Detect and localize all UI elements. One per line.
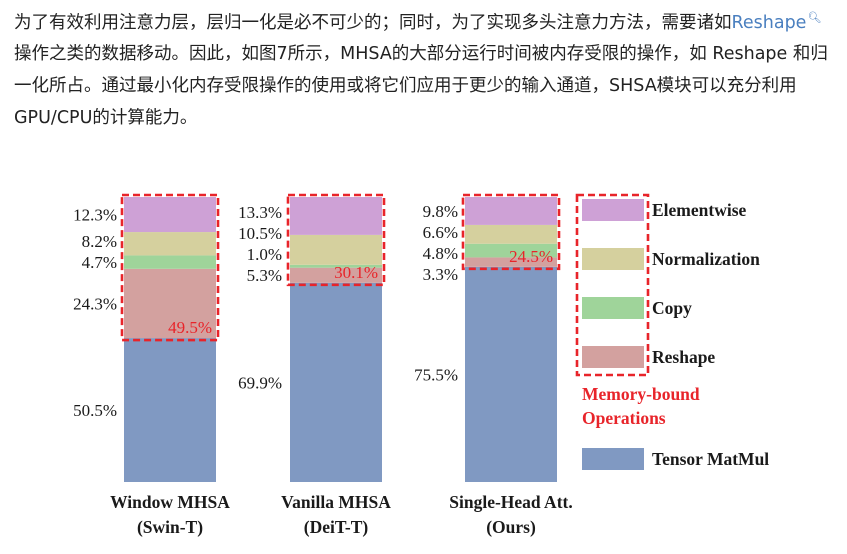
bar-segment-normalization [290, 234, 382, 265]
legend-label: Copy [652, 298, 692, 318]
memory-bound-box [286, 193, 386, 287]
legend-swatch-elementwise [582, 199, 644, 221]
value-label: 24.3% [73, 294, 117, 313]
bar-segment-reshape [124, 268, 216, 339]
bar-segment-tensor-matmul [124, 338, 216, 482]
legend-label: Elementwise [652, 200, 747, 220]
legend-memory-bound-label: Operations [582, 408, 666, 428]
legend-swatch-tensor-matmul [582, 448, 644, 470]
bar-segment-elementwise [290, 197, 382, 235]
legend-label: Tensor MatMul [652, 449, 769, 469]
memory-bound-total-label: 49.5% [168, 318, 212, 337]
search-icon[interactable]: 🔍︎ [807, 11, 822, 24]
bar-segment-tensor-matmul [290, 282, 382, 482]
paragraph-text-start: 为了有效利用注意力层，层归一化是必不可少的；同时，为了实现多头注意力方法，需要诸… [14, 12, 732, 33]
memory-bound-box [461, 193, 561, 271]
value-label: 75.5% [414, 365, 458, 384]
value-label: 3.3% [423, 265, 458, 284]
legend-label: Normalization [652, 249, 760, 269]
memory-bound-total-label: 24.5% [509, 247, 553, 266]
value-label: 50.5% [73, 401, 117, 420]
value-label: 5.3% [247, 266, 282, 285]
category-label: Window MHSA [110, 492, 230, 512]
category-label: (DeiT-T) [304, 517, 369, 537]
legend-swatch-reshape [582, 346, 644, 368]
value-label: 8.2% [82, 232, 117, 251]
value-label: 9.8% [423, 202, 458, 221]
bar-segment-copy [465, 243, 557, 258]
bar-segment-tensor-matmul [465, 266, 557, 482]
legend-swatch-copy [582, 297, 644, 319]
bar-segment-normalization [465, 224, 557, 244]
category-label: Vanilla MHSA [281, 492, 391, 512]
legend-memory-bound-box [575, 193, 650, 377]
value-label: 1.0% [247, 245, 282, 264]
reshape-link[interactable]: Reshape [731, 12, 807, 33]
legend-memory-bound-label: Memory-bound [582, 384, 700, 404]
bar-segment-elementwise [124, 197, 216, 233]
paragraph-text-end: 操作之类的数据移动。因此，如图7所示，MHSA的大部分运行时间被内存受限的操作，… [14, 44, 828, 128]
value-label: 13.3% [238, 203, 282, 222]
legend-swatch-normalization [582, 248, 644, 270]
bar-segment-copy [124, 255, 216, 269]
bar-segment-reshape [465, 257, 557, 267]
category-label: (Ours) [486, 517, 536, 537]
bar-segment-elementwise [465, 197, 557, 225]
bar-segment-normalization [124, 232, 216, 256]
bar-segment-reshape [290, 267, 382, 283]
memory-bound-total-label: 30.1% [334, 263, 378, 282]
bar-segment-copy [290, 264, 382, 268]
article-paragraph: 为了有效利用注意力层，层归一化是必不可少的；同时，为了实现多头注意力方法，需要诸… [14, 2, 839, 134]
category-label: Single-Head Att. [449, 492, 572, 512]
legend-label: Reshape [652, 347, 715, 367]
category-label: (Swin-T) [137, 517, 203, 537]
value-label: 4.8% [423, 244, 458, 263]
value-label: 10.5% [238, 224, 282, 243]
value-label: 69.9% [238, 373, 282, 392]
value-label: 12.3% [73, 206, 117, 225]
value-label: 4.7% [82, 253, 117, 272]
memory-bound-box [120, 193, 220, 342]
value-label: 6.6% [423, 223, 458, 242]
